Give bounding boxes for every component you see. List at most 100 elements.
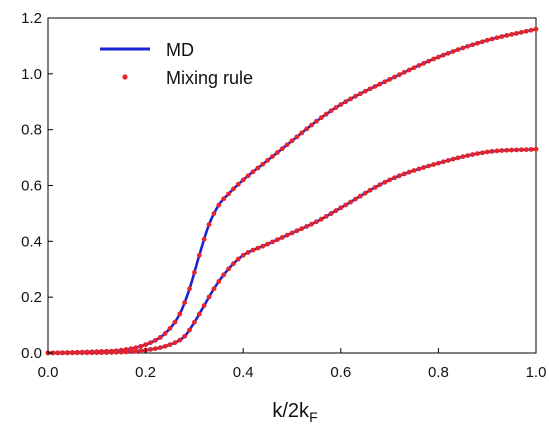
- mixing-rule-point: [479, 150, 485, 156]
- mixing-rule-point: [514, 147, 519, 153]
- mixing-rule-point: [314, 118, 319, 124]
- mixing-rule-point: [206, 222, 212, 227]
- mixing-rule-point: [348, 199, 353, 205]
- mixing-rule-point: [372, 84, 378, 89]
- mixing-rule-point: [299, 130, 305, 136]
- mixing-rule-point: [113, 349, 119, 355]
- legend-md-label: MD: [166, 40, 194, 60]
- mixing-rule-point: [377, 182, 383, 188]
- mixing-rule-point: [489, 148, 495, 154]
- mixing-rule-point: [182, 333, 188, 339]
- mixing-rule-point: [274, 150, 280, 155]
- mixing-rule-point: [518, 29, 524, 35]
- mixing-series: [45, 26, 539, 356]
- x-axis-title-subscript: F: [309, 409, 318, 425]
- mixing-rule-point: [333, 208, 339, 214]
- mixing-rule-point: [309, 122, 314, 128]
- mixing-rule-point: [431, 162, 436, 167]
- mixing-rule-point: [265, 241, 270, 247]
- mixing-rule-point: [177, 337, 183, 343]
- mixing-rule-point: [528, 27, 534, 33]
- mixing-rule-point: [187, 327, 192, 333]
- mixing-rule-point: [279, 146, 285, 152]
- mixing-rule-point: [109, 350, 114, 355]
- mixing-rule-point: [289, 138, 295, 144]
- mixing-rule-point: [392, 74, 397, 80]
- mixing-rule-point: [406, 67, 412, 73]
- mixing-rule-point: [460, 45, 466, 51]
- mixing-rule-point: [367, 187, 373, 193]
- mixing-rule-point: [528, 147, 534, 152]
- mixing-rule-point: [382, 79, 388, 85]
- mixing-rule-point: [270, 239, 275, 245]
- mixing-rule-point: [138, 348, 144, 354]
- mixing-rule-point: [157, 345, 163, 351]
- mixing-rule-point: [494, 35, 500, 41]
- mixing-rule-point: [338, 102, 344, 107]
- mixing-rule-point: [84, 350, 90, 356]
- mixing-rule-point: [318, 115, 324, 121]
- mixing-rule-point: [450, 156, 456, 162]
- mixing-rule-point: [479, 39, 485, 45]
- mixing-rule-point: [152, 337, 158, 343]
- mixing-rule-point: [133, 348, 139, 354]
- mixing-rule-point: [216, 279, 222, 284]
- mixing-rule-point: [343, 99, 349, 105]
- legend-mix-label: Mixing rule: [166, 68, 253, 88]
- mixing-rule-point: [392, 175, 397, 181]
- mixing-rule-point: [245, 173, 251, 179]
- mixing-rule-point: [260, 161, 266, 167]
- mixing-rule-point: [255, 165, 261, 171]
- x-axis-title-main: k/2k: [272, 400, 310, 422]
- mixing-rule-point: [431, 56, 436, 62]
- mixing-rule-point: [333, 105, 339, 110]
- mixing-rule-point: [470, 152, 475, 157]
- mixing-rule-point: [396, 173, 402, 179]
- mixing-rule-point: [240, 252, 246, 258]
- mixing-rule-point: [509, 32, 514, 37]
- mixing-rule-point: [172, 340, 178, 346]
- mixing-rule-point: [343, 202, 349, 208]
- mixing-rule-point: [304, 224, 310, 229]
- mixing-rule-point: [284, 142, 290, 148]
- mixing-rule-point: [182, 300, 188, 306]
- mixing-rule-point: [470, 42, 475, 48]
- mixing-rule-point: [353, 93, 358, 99]
- mixing-rule-point: [406, 169, 412, 175]
- mixing-rule-point: [148, 347, 153, 352]
- mixing-rule-point: [231, 186, 236, 192]
- mixing-rule-point: [440, 159, 446, 165]
- mixing-rule-point: [494, 148, 500, 154]
- y-axis-ticks: 0.0 0.2 0.4 0.6 0.8 1.0 1.2: [21, 10, 53, 362]
- y-tick-label: 1.2: [21, 10, 42, 27]
- mixing-rule-point: [245, 250, 251, 255]
- mixing-rule-point: [499, 148, 505, 153]
- mixing-rule-point: [148, 340, 153, 346]
- mixing-rule-point: [436, 160, 441, 166]
- mixing-rule-point: [133, 345, 139, 351]
- mixing-rule-point: [387, 177, 392, 183]
- mixing-rule-point: [138, 343, 144, 349]
- y-tick-label: 0.8: [21, 122, 42, 139]
- mixing-rule-point: [338, 205, 344, 211]
- mixing-rule-point: [240, 177, 246, 183]
- mixing-rule-point: [221, 272, 227, 278]
- mixing-rule-point: [104, 350, 109, 355]
- mixing-rule-point: [426, 163, 432, 169]
- mixing-rule-point: [79, 350, 85, 356]
- mixing-rule-point: [99, 350, 105, 356]
- mixing-rule-point: [445, 50, 451, 56]
- x-tick-label: 1.0: [526, 364, 547, 381]
- mixing-rule-point: [255, 245, 261, 251]
- mixing-rule-point: [401, 171, 407, 177]
- mixing-rule-point: [309, 221, 314, 227]
- mixing-rule-point: [118, 349, 124, 355]
- mixing-rule-point: [201, 303, 207, 308]
- mixing-rule-point: [353, 196, 358, 202]
- mixing-rule-point: [143, 342, 149, 348]
- mixing-rule-point: [314, 219, 319, 225]
- md-series: [47, 27, 537, 355]
- mixing-rule-point: [411, 65, 417, 71]
- mixing-rule-point: [274, 237, 280, 243]
